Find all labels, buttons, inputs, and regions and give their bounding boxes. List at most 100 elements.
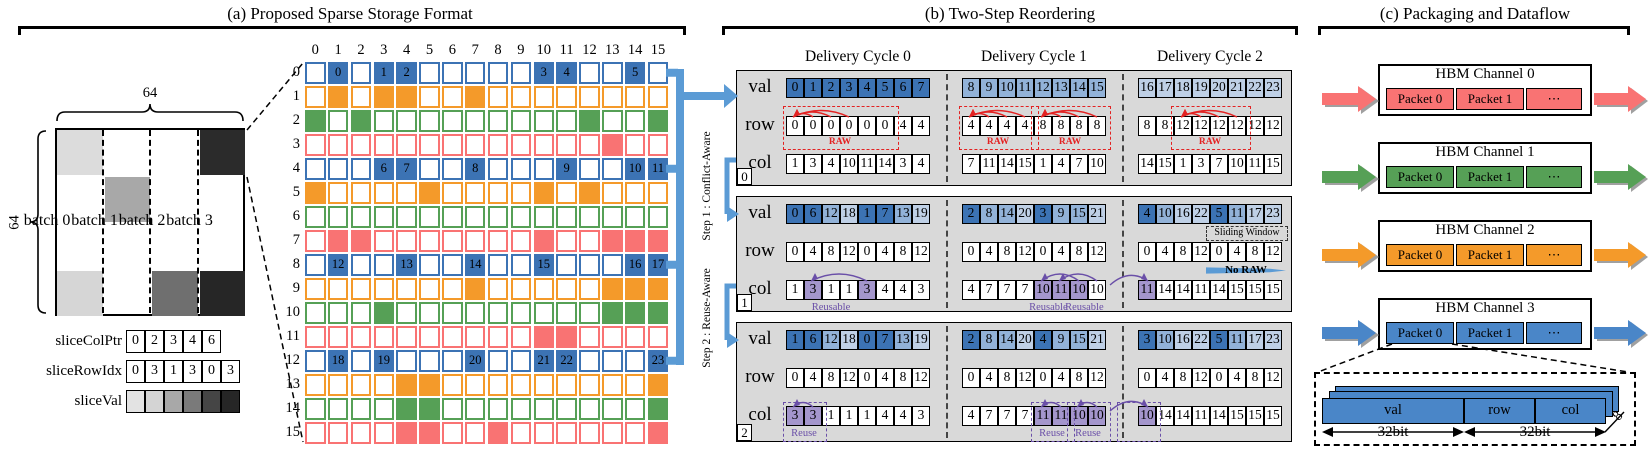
reorder-cell-row: 8	[894, 368, 912, 388]
reorder-cell-val: 1	[804, 78, 822, 98]
slice-array-cell	[202, 390, 221, 413]
reorder-cell-col: 15	[1246, 406, 1264, 426]
section-a-title: (a) Proposed Sparse Storage Format	[227, 4, 473, 23]
reorder-cell-row: 4	[1052, 368, 1070, 388]
matrix-cell	[579, 398, 600, 420]
channel-in-arrow	[1322, 242, 1376, 268]
matrix-cell: 23	[647, 350, 669, 372]
matrix-cell	[487, 350, 509, 372]
reorder-cell-col: 15	[1016, 154, 1034, 174]
bit-width-label: 32bit	[1510, 424, 1560, 440]
reorder-cell-col: 3	[804, 280, 822, 300]
reorder-cell-val: 5	[876, 78, 894, 98]
matrix-cell	[350, 374, 372, 396]
reorder-cell-col: 4	[1052, 154, 1070, 174]
matrix-col-header: 11	[559, 42, 574, 58]
reorder-cell-val: 22	[1192, 204, 1210, 224]
matrix-cell	[396, 302, 417, 324]
reorder-cell-val: 0	[786, 204, 804, 224]
matrix-col-header: 9	[517, 42, 525, 58]
matrix-cell	[487, 134, 509, 156]
matrix-cell	[579, 230, 600, 252]
cycle-divider	[946, 74, 948, 182]
matrix-cell	[442, 110, 463, 132]
reorder-cell-row: 8	[998, 368, 1016, 388]
cycle-divider	[946, 326, 948, 438]
matrix-cell	[602, 254, 623, 276]
matrix-cell	[350, 350, 372, 372]
reorder-cell-row: 12	[1016, 368, 1034, 388]
reusable-label: Reusable	[1065, 302, 1104, 313]
reorder-cell-val: 2	[962, 330, 980, 350]
panel-tag: 2	[737, 424, 752, 441]
channel-arrow-shadow	[1325, 166, 1379, 192]
matrix-cell: 7	[396, 158, 417, 180]
reorder-cell-val: 3	[1138, 330, 1156, 350]
hbm-channel-title: HBM Channel 3	[1435, 300, 1535, 316]
reorder-cell-row: 12	[912, 368, 930, 388]
reorder-cell-val: 6	[804, 330, 822, 350]
matrix-cell	[350, 398, 372, 420]
reorder-cell-val: 14	[1070, 78, 1088, 98]
matrix-cell	[602, 422, 623, 444]
matrix-row-header: 0	[292, 64, 300, 80]
reuse-box	[1117, 402, 1161, 442]
matrix-cell	[510, 230, 532, 252]
matrix-cell: 16	[624, 254, 646, 276]
reorder-cell-col: 1	[786, 280, 804, 300]
matrix-cell	[305, 134, 326, 156]
reorder-cell-row: 8	[1070, 242, 1088, 262]
matrix-cell	[624, 302, 646, 324]
matrix-row-header: 9	[292, 280, 300, 296]
reorder-cell-col: 14	[1138, 154, 1156, 174]
matrix-cell: 11	[647, 158, 669, 180]
reorder-cell-row: 12	[912, 242, 930, 262]
packet-cell: Packet 1	[1456, 166, 1524, 188]
matrix-cell	[647, 86, 669, 108]
reorder-cell-row: 12	[1016, 242, 1034, 262]
raw-label: RAW	[1198, 137, 1222, 147]
matrix-cell	[350, 182, 372, 204]
matrix-col-header: 4	[403, 42, 411, 58]
matrix-cell	[647, 62, 669, 84]
reorder-cell-row: 12	[840, 368, 858, 388]
matrix-col-header: 14	[627, 42, 643, 58]
matrix-cell	[602, 398, 623, 420]
matrix-cell	[533, 206, 554, 228]
matrix-cell	[350, 302, 372, 324]
matrix-cell	[327, 134, 349, 156]
matrix-cell	[624, 398, 646, 420]
reorder-cell-col: 1	[822, 280, 840, 300]
matrix-cell	[373, 326, 395, 348]
matrix-col-header: 13	[605, 42, 620, 58]
matrix-cell	[510, 350, 532, 372]
packet-cell: Packet 0	[1386, 166, 1454, 188]
matrix-cell	[556, 230, 577, 252]
matrix-cell	[305, 230, 326, 252]
matrix-cell: 19	[373, 350, 395, 372]
matrix-cell	[647, 134, 669, 156]
connector-bar	[676, 69, 684, 365]
panel-tag: 1	[737, 294, 752, 311]
slice-array-cell: 3	[164, 330, 183, 353]
batch-label-2: batch 2	[118, 212, 166, 229]
matrix-cell	[624, 134, 646, 156]
reorder-cell-col: 3	[1192, 154, 1210, 174]
matrix-cell	[373, 86, 395, 108]
reorder-cell-val: 6	[804, 204, 822, 224]
reorder-cell-col: 4	[894, 280, 912, 300]
reorder-cell-val: 19	[912, 204, 930, 224]
matrix-cell: 12	[327, 254, 349, 276]
reorder-cell-col: 7	[1016, 406, 1034, 426]
reorder-cell-val: 14	[998, 204, 1016, 224]
matrix-cell	[556, 374, 577, 396]
reorder-cell-row: 0	[1138, 242, 1156, 262]
matrix-cell	[602, 374, 623, 396]
slice-array-cell: 3	[221, 360, 240, 383]
matrix-cell	[510, 134, 532, 156]
reorder-cell-val: 14	[998, 330, 1016, 350]
packet-cell: ⋯	[1526, 88, 1582, 110]
matrix-cell	[487, 62, 509, 84]
reorder-cell-val: 16	[1174, 204, 1192, 224]
matrix-cell	[442, 62, 463, 84]
